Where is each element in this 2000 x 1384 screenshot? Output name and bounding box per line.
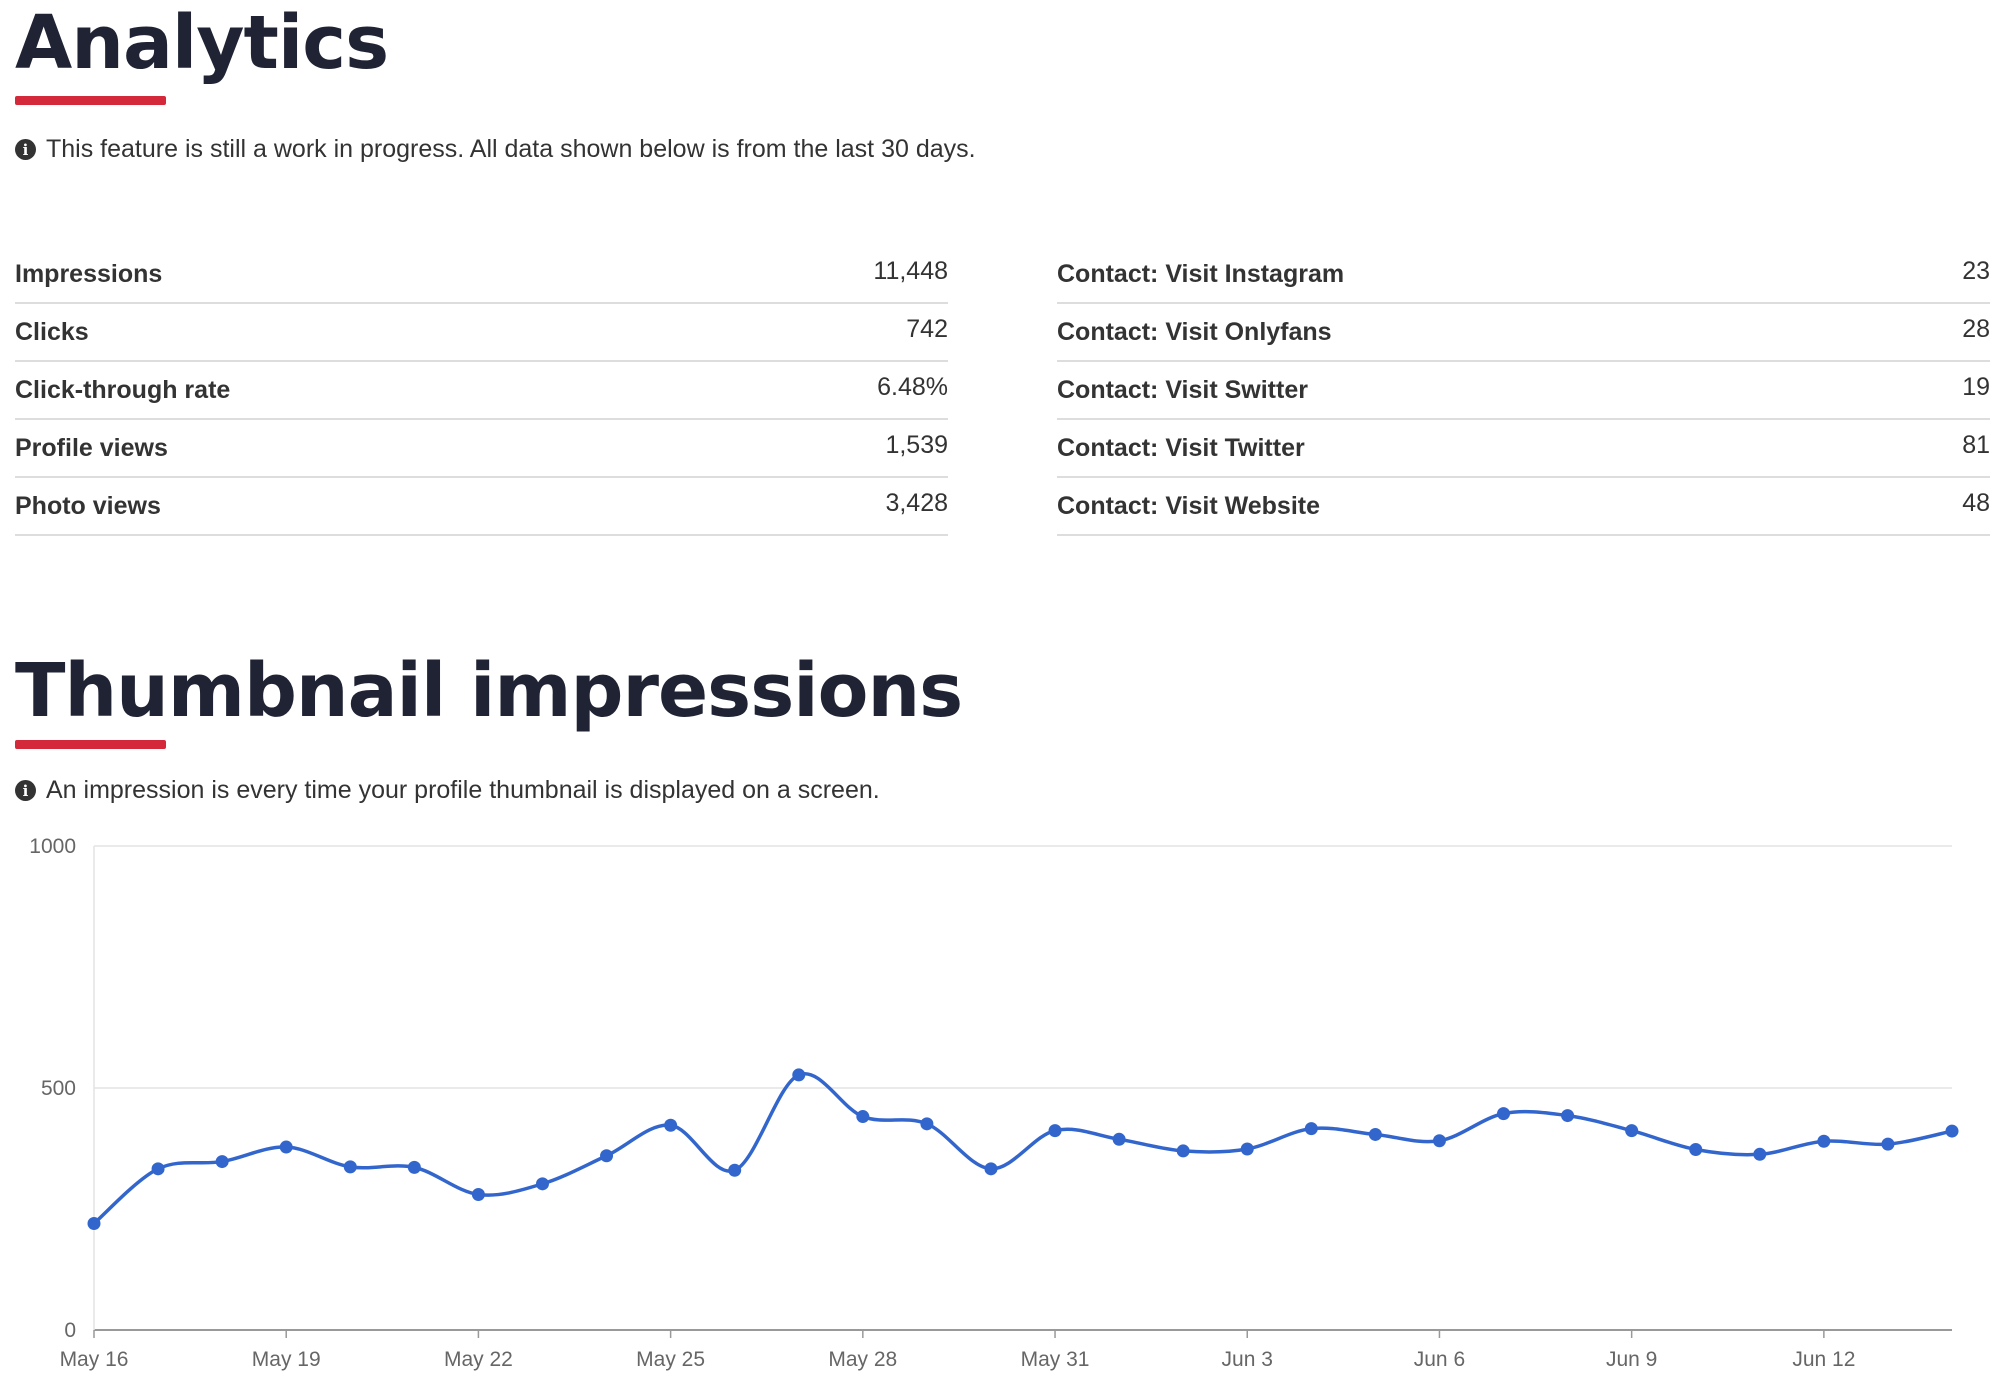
stat-value: 3,428	[885, 488, 948, 517]
data-point	[1625, 1124, 1639, 1138]
info-circle-icon: i	[15, 780, 36, 801]
data-point	[1176, 1144, 1190, 1158]
stat-label: Contact: Visit Onlyfans	[1057, 317, 1332, 346]
x-tick-label: May 31	[1021, 1348, 1090, 1371]
data-point	[600, 1149, 614, 1163]
data-point	[1881, 1137, 1895, 1151]
data-point	[1112, 1132, 1126, 1146]
data-point	[215, 1155, 229, 1169]
stat-label: Profile views	[15, 433, 168, 462]
stat-value: 19	[1962, 372, 1990, 401]
analytics-notice-text: This feature is still a work in progress…	[46, 135, 976, 163]
data-point	[1753, 1147, 1767, 1161]
analytics-notice: i This feature is still a work in progre…	[15, 135, 976, 164]
analytics-title-underline	[15, 96, 166, 105]
data-point	[1368, 1127, 1382, 1141]
data-point	[407, 1160, 421, 1174]
stat-label: Photo views	[15, 491, 161, 520]
data-point	[1240, 1142, 1254, 1156]
stat-row-visit-onlyfans: Contact: Visit Onlyfans 28	[1057, 304, 1990, 362]
x-tick-label: Jun 6	[1414, 1348, 1465, 1371]
stat-row-impressions: Impressions 11,448	[15, 246, 948, 304]
data-point	[1689, 1142, 1703, 1156]
y-tick-label: 0	[64, 1319, 76, 1342]
data-point	[1048, 1124, 1062, 1138]
data-point	[343, 1160, 357, 1174]
data-point	[1561, 1109, 1575, 1123]
thumbnail-notice: i An impression is every time your profi…	[15, 776, 880, 805]
stats-table-right: Contact: Visit Instagram 23 Contact: Vis…	[1057, 246, 1990, 536]
data-point	[151, 1162, 165, 1176]
stat-label: Contact: Visit Switter	[1057, 375, 1308, 404]
data-point	[1497, 1107, 1511, 1121]
stat-value: 1,539	[885, 430, 948, 459]
series-line	[92, 1071, 1953, 1225]
stats-table-left: Impressions 11,448 Clicks 742 Click-thro…	[15, 246, 948, 536]
x-tick-label: Jun 3	[1222, 1348, 1273, 1371]
x-tick-label: May 22	[444, 1348, 513, 1371]
stat-row-visit-twitter: Contact: Visit Twitter 81	[1057, 420, 1990, 478]
data-point	[279, 1140, 293, 1154]
stat-row-profile-views: Profile views 1,539	[15, 420, 948, 478]
x-tick-label: Jun 12	[1792, 1348, 1855, 1371]
analytics-title: Analytics	[15, 0, 389, 86]
thumbnail-title-underline	[15, 740, 166, 749]
x-tick-label: May 25	[636, 1348, 705, 1371]
thumbnail-notice-text: An impression is every time your profile…	[46, 776, 880, 804]
stat-value: 48	[1962, 488, 1990, 517]
x-tick-label: May 16	[60, 1348, 129, 1371]
stat-label: Impressions	[15, 259, 163, 288]
data-point	[87, 1217, 101, 1231]
data-point	[471, 1187, 485, 1201]
data-point	[728, 1163, 742, 1177]
data-point	[1304, 1122, 1318, 1136]
info-circle-icon: i	[15, 139, 36, 160]
stat-label: Contact: Visit Instagram	[1057, 259, 1345, 288]
stat-row-clicks: Clicks 742	[15, 304, 948, 362]
stat-value: 6.48%	[877, 372, 948, 401]
x-tick-label: May 28	[828, 1348, 897, 1371]
stat-value: 23	[1962, 256, 1990, 285]
data-point	[664, 1118, 678, 1132]
stat-label: Contact: Visit Twitter	[1057, 433, 1305, 462]
stat-label: Clicks	[15, 317, 89, 346]
stat-value: 28	[1962, 314, 1990, 343]
stat-row-visit-switter: Contact: Visit Switter 19	[1057, 362, 1990, 420]
data-point	[792, 1068, 806, 1082]
x-tick-label: May 19	[252, 1348, 321, 1371]
stat-row-photo-views: Photo views 3,428	[15, 478, 948, 536]
data-point	[920, 1117, 934, 1131]
data-point	[1945, 1124, 1959, 1138]
y-tick-label: 500	[41, 1077, 76, 1100]
stat-row-click-through-rate: Click-through rate 6.48%	[15, 362, 948, 420]
stat-value: 81	[1962, 430, 1990, 459]
stat-label: Click-through rate	[15, 375, 231, 404]
stat-row-visit-instagram: Contact: Visit Instagram 23	[1057, 246, 1990, 304]
data-point	[1817, 1134, 1831, 1148]
data-point	[856, 1110, 870, 1124]
stat-row-visit-website: Contact: Visit Website 48	[1057, 478, 1990, 536]
data-point	[1432, 1134, 1446, 1148]
thumbnail-impressions-title: Thumbnail impressions	[15, 648, 963, 734]
impressions-line-chart: 0 500 1000 May 16 May 19 May 22 May 25 May 28 Ma…	[29, 835, 1959, 1371]
data-point	[984, 1162, 998, 1176]
stat-label: Contact: Visit Website	[1057, 491, 1321, 520]
data-point	[535, 1177, 549, 1191]
stat-value: 742	[906, 314, 948, 343]
stat-value: 11,448	[873, 256, 948, 285]
y-tick-label: 1000	[29, 835, 76, 858]
x-tick-label: Jun 9	[1606, 1348, 1657, 1371]
